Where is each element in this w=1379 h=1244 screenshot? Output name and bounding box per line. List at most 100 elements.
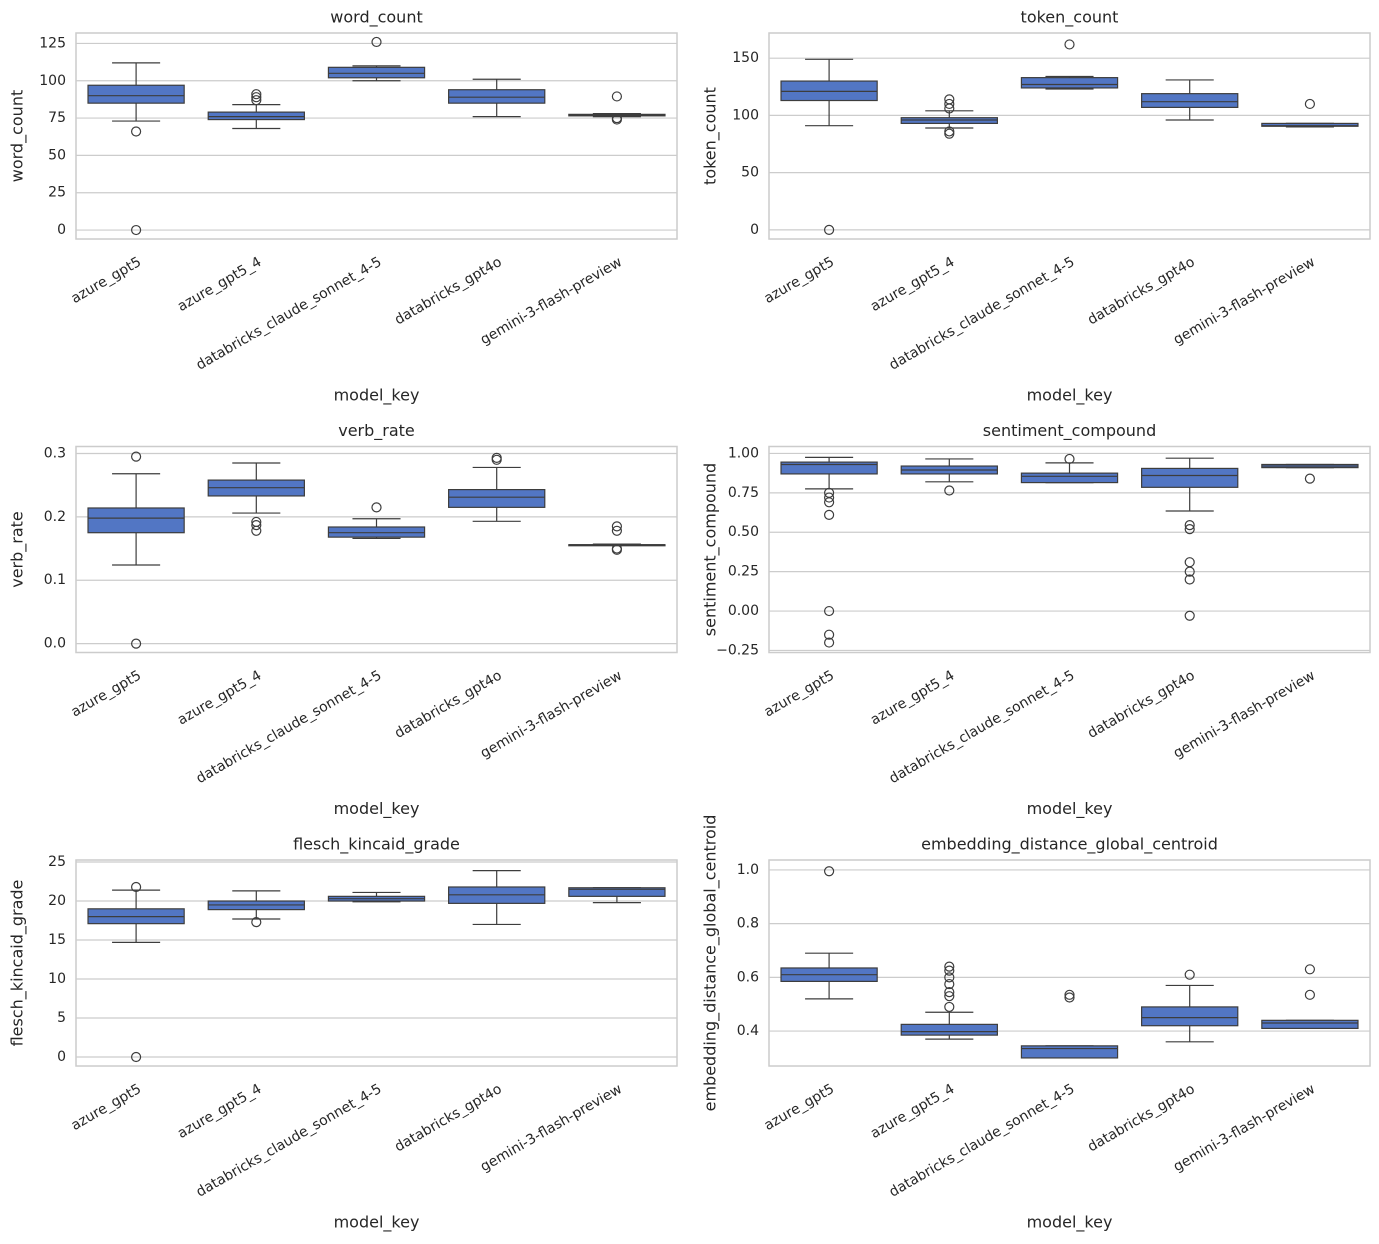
outlier [944, 94, 955, 105]
y-axis-label: flesch_kincaid_grade [8, 880, 28, 1047]
y-tick-label: 0 [750, 222, 759, 238]
box [87, 507, 185, 534]
x-tick-label: azure_gpt5_4 [175, 668, 264, 729]
chart-title: sentiment_compound [983, 421, 1156, 441]
x-tick-label: databricks_gpt4o [392, 254, 505, 328]
outlier [1304, 98, 1316, 110]
outlier [823, 866, 835, 877]
x-axis-label: model_key [334, 1213, 420, 1233]
outlier [131, 451, 142, 462]
outlier [944, 126, 955, 137]
outlier [131, 224, 142, 236]
axes-frame [75, 445, 678, 654]
outlier [1304, 473, 1316, 484]
outlier [823, 605, 835, 617]
y-tick-label: −0.25 [716, 642, 759, 658]
outlier [251, 92, 262, 103]
y-tick-label: 100 [39, 73, 66, 89]
y-tick-label: 0.2 [44, 509, 66, 525]
outlier [823, 637, 835, 648]
x-tick-label: azure_gpt5 [69, 668, 145, 721]
x-axis-label: model_key [334, 386, 420, 406]
y-tick-label: 125 [39, 35, 66, 51]
y-tick-label: 0.50 [728, 524, 759, 540]
outlier [823, 509, 835, 521]
chart-title: flesch_kincaid_grade [293, 835, 460, 855]
outlier [371, 36, 382, 48]
y-tick-label: 25 [48, 185, 66, 201]
outlier [1184, 969, 1195, 980]
x-tick-label: azure_gpt5_4 [868, 1081, 957, 1142]
outlier [944, 1001, 955, 1013]
outlier [1184, 566, 1195, 577]
outlier [611, 525, 623, 536]
x-tick-label: databricks_claude_sonnet_4-5 [194, 254, 385, 373]
y-axis-label: sentiment_compound [701, 463, 721, 636]
y-tick-label: 0.8 [737, 916, 759, 932]
chart-title: verb_rate [338, 421, 415, 441]
x-tick-label: databricks_gpt4o [1085, 668, 1198, 742]
x-axis-label: model_key [1027, 1213, 1113, 1233]
axes-frame [75, 859, 678, 1067]
y-tick-label: 0.1 [44, 572, 66, 588]
box [900, 1023, 998, 1036]
outlier [251, 519, 262, 531]
y-tick-label: 0.75 [728, 485, 759, 501]
outlier [611, 521, 623, 532]
outlier [371, 502, 382, 513]
y-tick-label: 0 [57, 1049, 66, 1065]
outlier [823, 629, 835, 640]
x-axis-label: model_key [1027, 386, 1113, 406]
outlier [251, 89, 262, 100]
x-tick-label: azure_gpt5_4 [868, 254, 957, 315]
axes-frame [768, 445, 1371, 654]
y-tick-label: 1.0 [737, 862, 759, 878]
box [87, 84, 185, 104]
axes-frame [768, 32, 1371, 240]
y-tick-label: 0.25 [728, 564, 759, 580]
outlier [823, 492, 835, 503]
y-tick-label: 1.00 [728, 445, 759, 461]
y-axis-label: token_count [701, 87, 721, 185]
outlier [944, 987, 955, 998]
y-axis-label: embedding_distance_global_centroid [701, 815, 721, 1112]
outlier [131, 126, 142, 137]
y-axis-label: verb_rate [8, 511, 28, 588]
y-tick-label: 0.4 [737, 1023, 759, 1039]
outlier [611, 91, 623, 102]
outlier [944, 978, 955, 990]
x-tick-label: databricks_claude_sonnet_4-5 [887, 254, 1078, 373]
outlier [1064, 453, 1075, 465]
x-tick-label: databricks_claude_sonnet_4-5 [194, 668, 385, 787]
box [327, 526, 426, 538]
x-tick-label: databricks_claude_sonnet_4-5 [887, 668, 1078, 787]
outlier [131, 638, 142, 649]
box [568, 887, 666, 897]
chart-title: token_count [1021, 8, 1119, 28]
x-tick-label: azure_gpt5 [762, 668, 838, 721]
y-tick-label: 20 [48, 893, 66, 909]
x-tick-label: azure_gpt5 [762, 254, 838, 307]
x-tick-label: databricks_claude_sonnet_4-5 [194, 1081, 385, 1200]
x-tick-label: databricks_gpt4o [1085, 254, 1198, 328]
x-axis-label: model_key [334, 799, 420, 819]
box [448, 89, 546, 104]
outlier [1184, 610, 1195, 621]
y-tick-label: 0.6 [737, 969, 759, 985]
box [1020, 472, 1119, 484]
y-tick-label: 0.0 [44, 636, 66, 652]
box [1141, 467, 1239, 488]
box [1141, 93, 1239, 108]
outlier [491, 452, 502, 464]
y-tick-label: 5 [57, 1010, 66, 1026]
outlier [611, 543, 623, 554]
x-tick-label: databricks_gpt4o [392, 1081, 505, 1155]
outlier [1064, 39, 1075, 50]
outlier [944, 972, 955, 983]
outlier [944, 485, 955, 496]
box [1141, 1006, 1239, 1027]
outlier [1184, 523, 1195, 535]
outlier [1184, 557, 1195, 568]
box [780, 461, 878, 475]
box [448, 489, 546, 508]
